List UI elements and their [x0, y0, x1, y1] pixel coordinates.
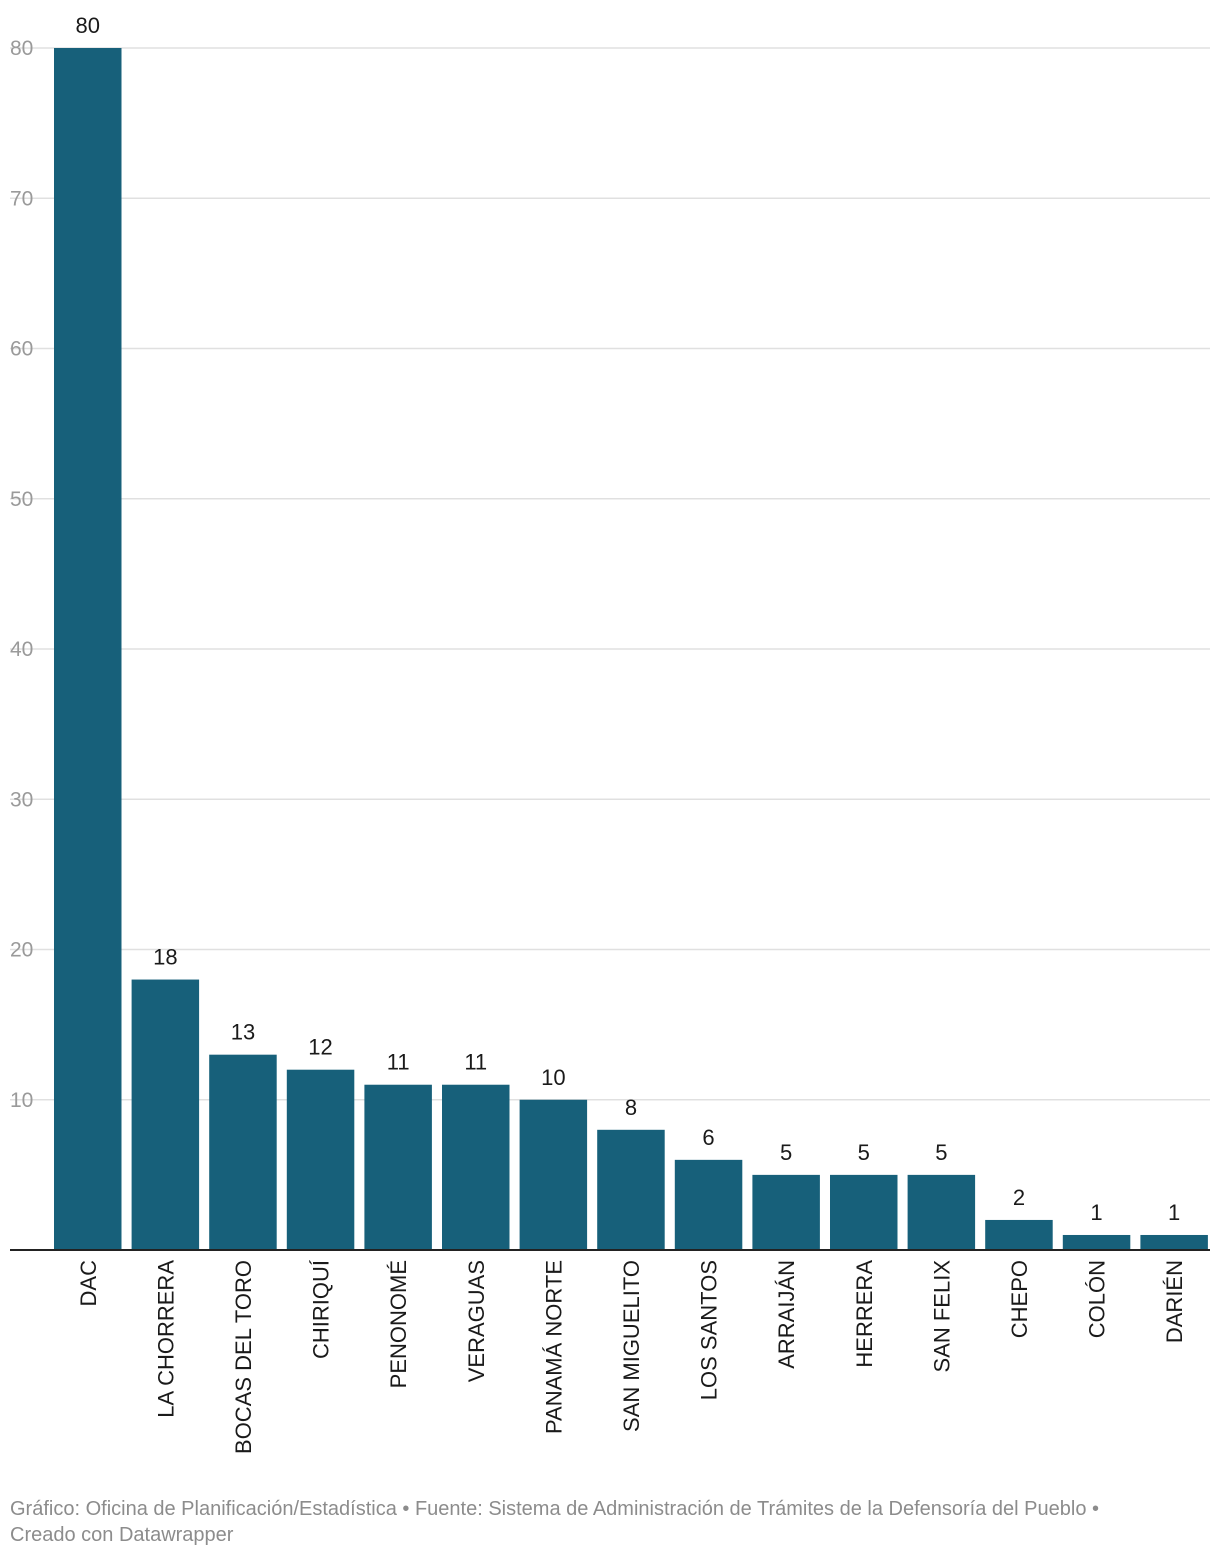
category-label-11: SAN FELIX	[929, 1260, 954, 1373]
category-label-6: PANAMÁ NORTE	[541, 1260, 566, 1434]
bar-1	[131, 979, 200, 1250]
category-label-7: SAN MIGUELITO	[619, 1260, 644, 1432]
category-label-12: CHEPO	[1007, 1260, 1032, 1338]
value-label-8: 6	[702, 1125, 714, 1150]
y-tick-label-70: 70	[10, 187, 33, 210]
bar-12	[985, 1219, 1053, 1250]
category-label-0: DAC	[76, 1260, 101, 1307]
bar-14	[1140, 1234, 1208, 1250]
value-label-0: 80	[76, 13, 100, 38]
category-label-8: LOS SANTOS	[697, 1260, 722, 1400]
category-label-13: COLÓN	[1085, 1260, 1110, 1338]
y-tick-label-40: 40	[10, 638, 33, 661]
y-tick-label-30: 30	[10, 788, 33, 811]
grid-lines	[10, 47, 1210, 1101]
bar-11	[907, 1174, 976, 1250]
y-tick-label-60: 60	[10, 338, 33, 361]
category-label-9: ARRAIJÁN	[774, 1260, 799, 1369]
category-label-1: LA CHORRERA	[153, 1260, 178, 1418]
category-label-14: DARIÉN	[1162, 1260, 1187, 1343]
bar-chart: 10 20 30 40 50 60 70 80 80 18 13 12 11 11 10 8 6 5 5 5 2 1 1 …	[10, 13, 1210, 1454]
value-label-3: 12	[308, 1035, 332, 1060]
value-label-7: 8	[625, 1095, 637, 1120]
bar-13	[1062, 1234, 1131, 1250]
y-tick-label-80: 80	[10, 37, 33, 60]
footer-line-2: Creado con Datawrapper	[10, 1524, 234, 1546]
value-label-11: 5	[935, 1140, 947, 1165]
y-axis-ticks: 10 20 30 40 50 60 70 80	[10, 37, 33, 1112]
y-tick-label-20: 20	[10, 939, 33, 962]
category-label-4: PENONOMÉ	[386, 1260, 411, 1388]
value-label-9: 5	[780, 1140, 792, 1165]
bar-0	[54, 48, 122, 1250]
source-footer: Gráfico: Oficina de Planificación/Estadí…	[10, 1496, 1210, 1548]
category-label-3: CHIRIQUÍ	[309, 1259, 334, 1359]
value-label-5: 11	[464, 1050, 487, 1075]
category-label-2: BOCAS DEL TORO	[231, 1260, 256, 1454]
bar-7	[597, 1129, 665, 1250]
value-label-13: 1	[1090, 1200, 1102, 1225]
bar-6	[519, 1099, 588, 1250]
value-label-10: 5	[858, 1140, 870, 1165]
bar-3	[286, 1069, 355, 1250]
category-labels: DAC LA CHORRERA BOCAS DEL TORO CHIRIQUÍ PENO…	[76, 1259, 1187, 1454]
footer-line-1: Gráfico: Oficina de Planificación/Estadí…	[10, 1498, 1099, 1520]
bar-9	[752, 1174, 820, 1250]
bar-2	[209, 1054, 277, 1250]
bar-4	[364, 1084, 432, 1250]
bar-10	[830, 1174, 898, 1250]
value-label-6: 10	[541, 1065, 565, 1090]
value-label-14: 1	[1168, 1200, 1180, 1225]
value-label-2: 13	[231, 1020, 255, 1045]
bars	[54, 48, 1208, 1250]
category-label-5: VERAGUAS	[464, 1260, 489, 1382]
value-label-12: 2	[1013, 1185, 1025, 1210]
y-tick-label-10: 10	[10, 1089, 33, 1112]
value-label-4: 11	[387, 1050, 410, 1075]
bar-5	[442, 1084, 510, 1250]
value-label-1: 18	[153, 945, 177, 970]
bar-8	[674, 1159, 743, 1250]
category-label-10: HERRERA	[852, 1260, 877, 1368]
y-tick-label-50: 50	[10, 488, 33, 511]
